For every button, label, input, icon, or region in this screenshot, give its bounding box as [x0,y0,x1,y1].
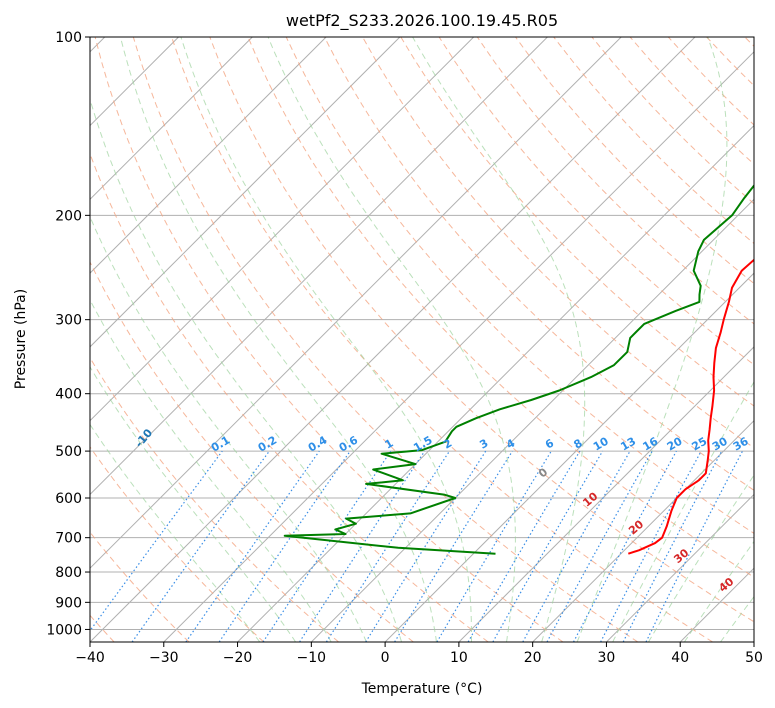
moist-adiabat-line [576,37,728,642]
dry-adiabat-line [438,37,754,366]
mixing-ratio-line [262,450,392,642]
moist-adiabat-line [90,365,297,642]
dry-adiabat-line [285,37,754,535]
moist-adiabat-line [648,474,754,642]
mixing-ratio-line [572,450,677,642]
dry-adiabat-line [132,37,639,642]
moist-adiabat-label: 30 [671,546,691,566]
plot-frame [89,36,755,643]
y-tick-label: 800 [55,565,82,581]
moist-adiabat-line [90,423,261,642]
isotherm-line [90,37,253,201]
isotherm-line [90,37,548,496]
moist-adiabat-line [180,37,472,642]
x-tick-label: 20 [524,650,542,666]
moist-adiabat-label: 40 [716,575,736,595]
y-tick-label: 1000 [46,622,82,638]
moist-adiabat-label: 20 [626,517,646,537]
mixing-ratio-line [436,450,552,642]
moist-adiabat-line [90,97,402,642]
x-tick-label: −30 [149,650,179,666]
mixing-ratio-line [645,450,744,642]
y-axis-label: Pressure (hPa) [13,289,29,389]
mixing-ratio-line [325,450,450,642]
isotherm-line [90,37,696,642]
x-tick-label: 40 [671,650,689,666]
mixing-ratio-label: 2 [441,437,454,452]
isotherm-line [90,37,622,569]
moist-adiabat-line [612,380,754,642]
dry-adiabat-line [629,37,754,165]
x-tick-label: 10 [450,650,468,666]
dry-adiabat-line [90,152,489,642]
x-tick-label: −10 [297,650,327,666]
isotherm-line [679,567,754,642]
y-tick-label: 100 [55,30,82,46]
mixing-ratio-line [90,450,223,632]
moist-adiabat-line [90,215,367,642]
dry-adiabat-line [323,37,754,491]
dry-adiabat-line [744,37,754,47]
x-tick-label: −40 [75,650,105,666]
y-tick-label: 300 [55,313,82,329]
isotherm-line [606,493,754,642]
mixing-ratio-label: 6 [543,436,556,451]
dry-adiabat-line [515,37,754,285]
y-tick-label: 500 [55,444,82,460]
isotherm-line [753,641,754,642]
isotherm-line [90,37,401,348]
dry-adiabat-line [90,260,414,642]
dry-adiabat-line [553,37,754,245]
dry-adiabat-line [90,356,339,642]
y-tick-label: 200 [55,208,82,224]
moist-adiabat-label: 10 [580,489,600,509]
dry-adiabat-line [362,37,754,449]
mixing-ratio-line [522,450,631,642]
x-tick-label: 0 [381,650,390,666]
temperature-profile [627,258,754,555]
mixing-ratio-label: 3 [477,437,490,452]
moist-adiabat-line [720,595,754,642]
mixing-ratio-line [218,450,351,642]
mixing-ratio-line [131,450,270,642]
dry-adiabat-line [476,37,754,325]
mixing-ratio-line [185,450,320,642]
mixing-ratio-line [467,450,581,642]
isotherm-line [310,198,754,642]
y-tick-label: 900 [55,595,82,611]
isotherm-line [532,419,754,642]
isotherm-line [163,51,754,642]
mixing-ratio-line [299,450,426,642]
x-tick-label: 30 [598,650,616,666]
dry-adiabat-line [706,37,754,87]
y-tick-label: 600 [55,491,82,507]
dry-adiabat-line [247,37,754,578]
isotherm-line [384,272,754,642]
dewpoint-profile [283,183,754,555]
x-axis-label: Temperature (°C) [361,681,483,697]
moist-adiabat-line [683,540,754,642]
mixing-ratio-label: 4 [504,436,517,451]
x-tick-label: 50 [745,650,763,666]
dry-adiabat-line [209,37,754,623]
moist-adiabat-line [757,37,775,642]
isotherm-line [90,37,327,274]
moist-adiabat-line [119,37,437,642]
isotherm-line [90,37,475,422]
y-tick-label: 700 [55,531,82,547]
moist-adiabat-line [412,37,586,642]
dry-adiabat-line [90,446,265,642]
isotherm-line [458,346,754,642]
moist-adiabat-line [90,298,332,642]
mixing-ratio-line [394,450,513,642]
dry-adiabat-line [94,37,564,642]
dry-adiabat-line [171,37,713,642]
dry-adiabat-label: -10 [132,426,155,450]
mixing-ratio-line [546,450,653,642]
moist-adiabat-line [267,37,516,642]
chart-title: wetPf2_S233.2026.100.19.45.R05 [286,11,558,31]
x-tick-label: −20 [223,650,253,666]
y-tick-label: 400 [55,387,82,403]
